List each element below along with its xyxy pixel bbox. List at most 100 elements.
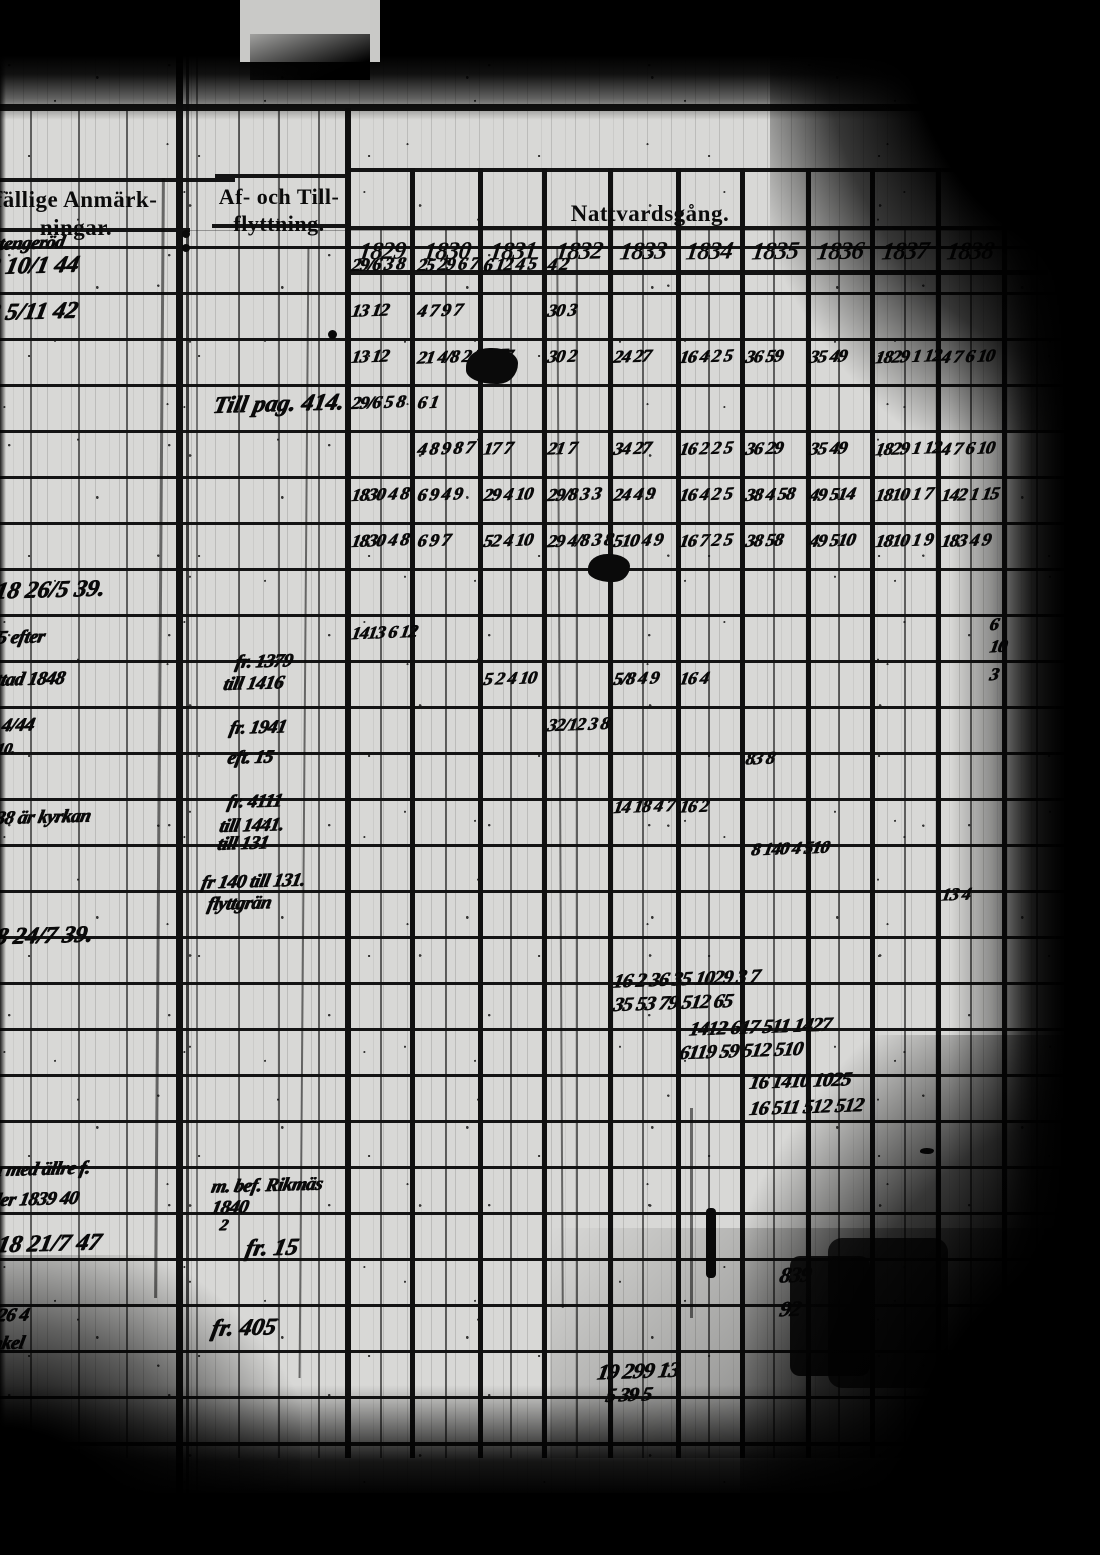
communion-cell: 6119 59 512 510 xyxy=(677,1037,805,1065)
communion-cell: 6 xyxy=(988,613,1001,635)
communion-cell: 1830 4 8 xyxy=(350,483,411,505)
ink-speck xyxy=(182,244,190,252)
grid-hline xyxy=(0,246,1080,249)
migration-entry: eft. 15 xyxy=(225,746,276,769)
migration-entry: 1840 xyxy=(209,1196,251,1219)
grid-vline-year xyxy=(410,168,415,1458)
communion-cell: 29/6 3 8 xyxy=(350,253,407,275)
grid-vline-year xyxy=(608,168,613,1458)
communion-cell: 4 7 6 10 xyxy=(940,437,997,459)
header-line: flyttning. xyxy=(233,210,325,236)
communion-cell: 25 29 6 7 xyxy=(416,252,481,276)
remark-entry: d. 26 4 xyxy=(0,1304,32,1327)
grid-hline xyxy=(348,270,1048,275)
remark-entry: 18 26/5 39. xyxy=(0,575,108,605)
migration-entry: fr. 15 xyxy=(243,1234,301,1262)
communion-cell: 5 2 4 10 xyxy=(482,667,539,689)
year-header-1834: 1834 xyxy=(684,237,734,266)
communion-cell: 21 7 xyxy=(546,437,579,459)
communion-cell: 13 12 xyxy=(350,345,391,367)
grid-hline xyxy=(0,228,190,232)
grid-vline-year xyxy=(542,168,547,1458)
remark-entry: 1/5 efter xyxy=(0,626,47,649)
communion-cell: 13 12 xyxy=(350,299,391,321)
communion-cell: 29 4 10 xyxy=(482,483,535,505)
migration-entry: fr. 405 xyxy=(209,1314,279,1342)
grid-hline xyxy=(0,292,1080,295)
remark-entry: 1838 är kyrkan xyxy=(0,805,93,830)
header-line: fällige Anmärk- xyxy=(0,187,158,212)
grid-hline xyxy=(212,224,348,228)
communion-cell: 3 xyxy=(988,663,1001,685)
communion-cell: 14 18 4 7 xyxy=(612,794,677,818)
migration-entry: fr. 1941 xyxy=(227,716,289,739)
column-header-communion: Nattvardsgång. xyxy=(570,201,730,226)
year-header-1835: 1835 xyxy=(750,237,800,266)
grid-vline-gutter xyxy=(176,48,183,1500)
communion-cell: 52 4 10 xyxy=(482,529,535,551)
grid-hline xyxy=(0,104,1080,111)
grid-vline xyxy=(126,108,128,1458)
communion-cell: 29/6 5 8 xyxy=(350,391,407,413)
ink-blot xyxy=(466,348,518,384)
paper-sheet: fällige Anmärk- ningar. Af- och Till- fl… xyxy=(0,48,1080,1500)
film-scratch xyxy=(154,178,165,1298)
grid-vline xyxy=(30,108,32,1458)
communion-cell: 4 7 6 10 xyxy=(940,345,997,367)
communion-cell: 142 1 15 xyxy=(940,483,1001,505)
communion-cell: 30 3 xyxy=(546,299,579,321)
ink-speck xyxy=(182,230,190,238)
grid-vline-sub xyxy=(904,230,906,1458)
communion-cell: 13 4 xyxy=(940,883,973,905)
grid-vline xyxy=(278,108,280,1458)
grid-hline xyxy=(348,226,1080,230)
communion-cell: 36 29 xyxy=(744,437,785,459)
grid-hline xyxy=(0,1350,1080,1353)
communion-cell: 24 27 xyxy=(612,345,653,367)
grid-vline xyxy=(78,108,80,1458)
column-header-remarks: fällige Anmärk- ningar. xyxy=(0,186,196,242)
communion-cell: 1830 4 8 xyxy=(350,529,411,551)
year-header-1833: 1833 xyxy=(618,237,668,266)
grid-vline-sub xyxy=(380,230,382,1458)
migration-entry: fr 140 till 131. xyxy=(199,869,308,894)
grid-hline xyxy=(0,1258,1080,1261)
communion-cell: 24 4 9 xyxy=(612,483,657,505)
header-line: ningar. xyxy=(39,215,113,241)
grid-hline xyxy=(0,1166,1080,1169)
grid-hline xyxy=(0,798,1080,801)
grid-vline-year xyxy=(870,168,875,1458)
communion-cell: 6 9 7 xyxy=(416,529,452,551)
grid-hline xyxy=(0,1120,1080,1123)
film-scratch xyxy=(298,248,310,1378)
grid-vline-year xyxy=(740,168,745,1458)
communion-cell: 5/8 4 9 xyxy=(612,667,661,689)
film-scratch xyxy=(690,1108,693,1318)
remark-entry: 18 4/44 xyxy=(0,714,37,737)
communion-cell: 35 53 79 512 65 xyxy=(611,989,735,1017)
grid-hline xyxy=(0,178,235,182)
film-scratch xyxy=(556,248,564,1308)
grid-hline xyxy=(0,476,1080,479)
remark-entry: tijn med ällre f. xyxy=(0,1157,93,1182)
migration-entry: Till pag. 414. xyxy=(211,389,347,419)
grid-hline xyxy=(215,174,345,178)
grid-hline xyxy=(345,168,1080,172)
grid-hline xyxy=(0,338,1080,341)
ink-speck xyxy=(328,330,337,339)
communion-cell: 16 1410 1025 xyxy=(747,1068,853,1094)
migration-entry: m. bef. Rikmäs xyxy=(209,1173,325,1198)
communion-cell: 6 1 xyxy=(416,391,441,413)
remark-entry: flyttad 1848 xyxy=(0,667,67,692)
grid-vline xyxy=(238,108,240,1458)
communion-cell: 36 59 xyxy=(744,345,785,367)
grid-vline-gutter xyxy=(186,48,189,1500)
grid-hline xyxy=(0,1212,1080,1215)
grid-vline-sub xyxy=(576,230,578,1458)
communion-cell: 6 12 4 5 xyxy=(482,253,539,275)
year-header-1836: 1836 xyxy=(815,237,865,266)
communion-cell: 38 58 xyxy=(744,529,785,551)
grid-vline-year xyxy=(676,168,681,1458)
grid-vline-sub xyxy=(708,230,710,1458)
migration-entry: fr. 1379 xyxy=(233,650,295,673)
